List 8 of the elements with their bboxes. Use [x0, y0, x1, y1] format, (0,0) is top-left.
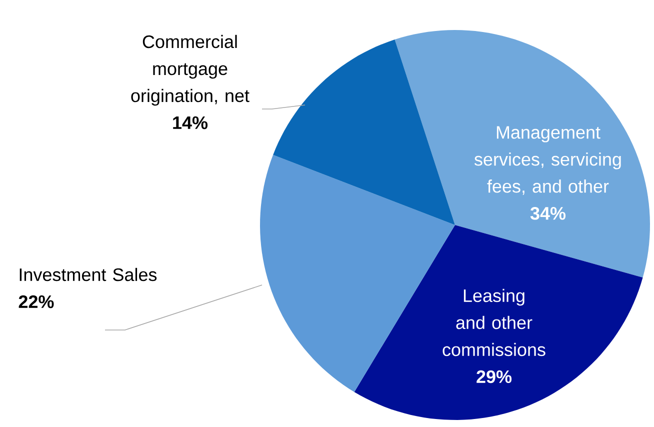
data-label: 29% — [476, 370, 512, 384]
data-label: 34% — [530, 207, 566, 220]
data-label: 14% — [173, 116, 208, 130]
slice-label: Management services, servicing fees, and other — [474, 126, 621, 195]
data-label: 22% — [18, 295, 54, 308]
slice-label: Commercial mortgage origination, net — [131, 34, 250, 106]
slice-label: Leasing and other commissions — [442, 288, 546, 356]
slice-label: Investment Sales — [20, 268, 157, 282]
